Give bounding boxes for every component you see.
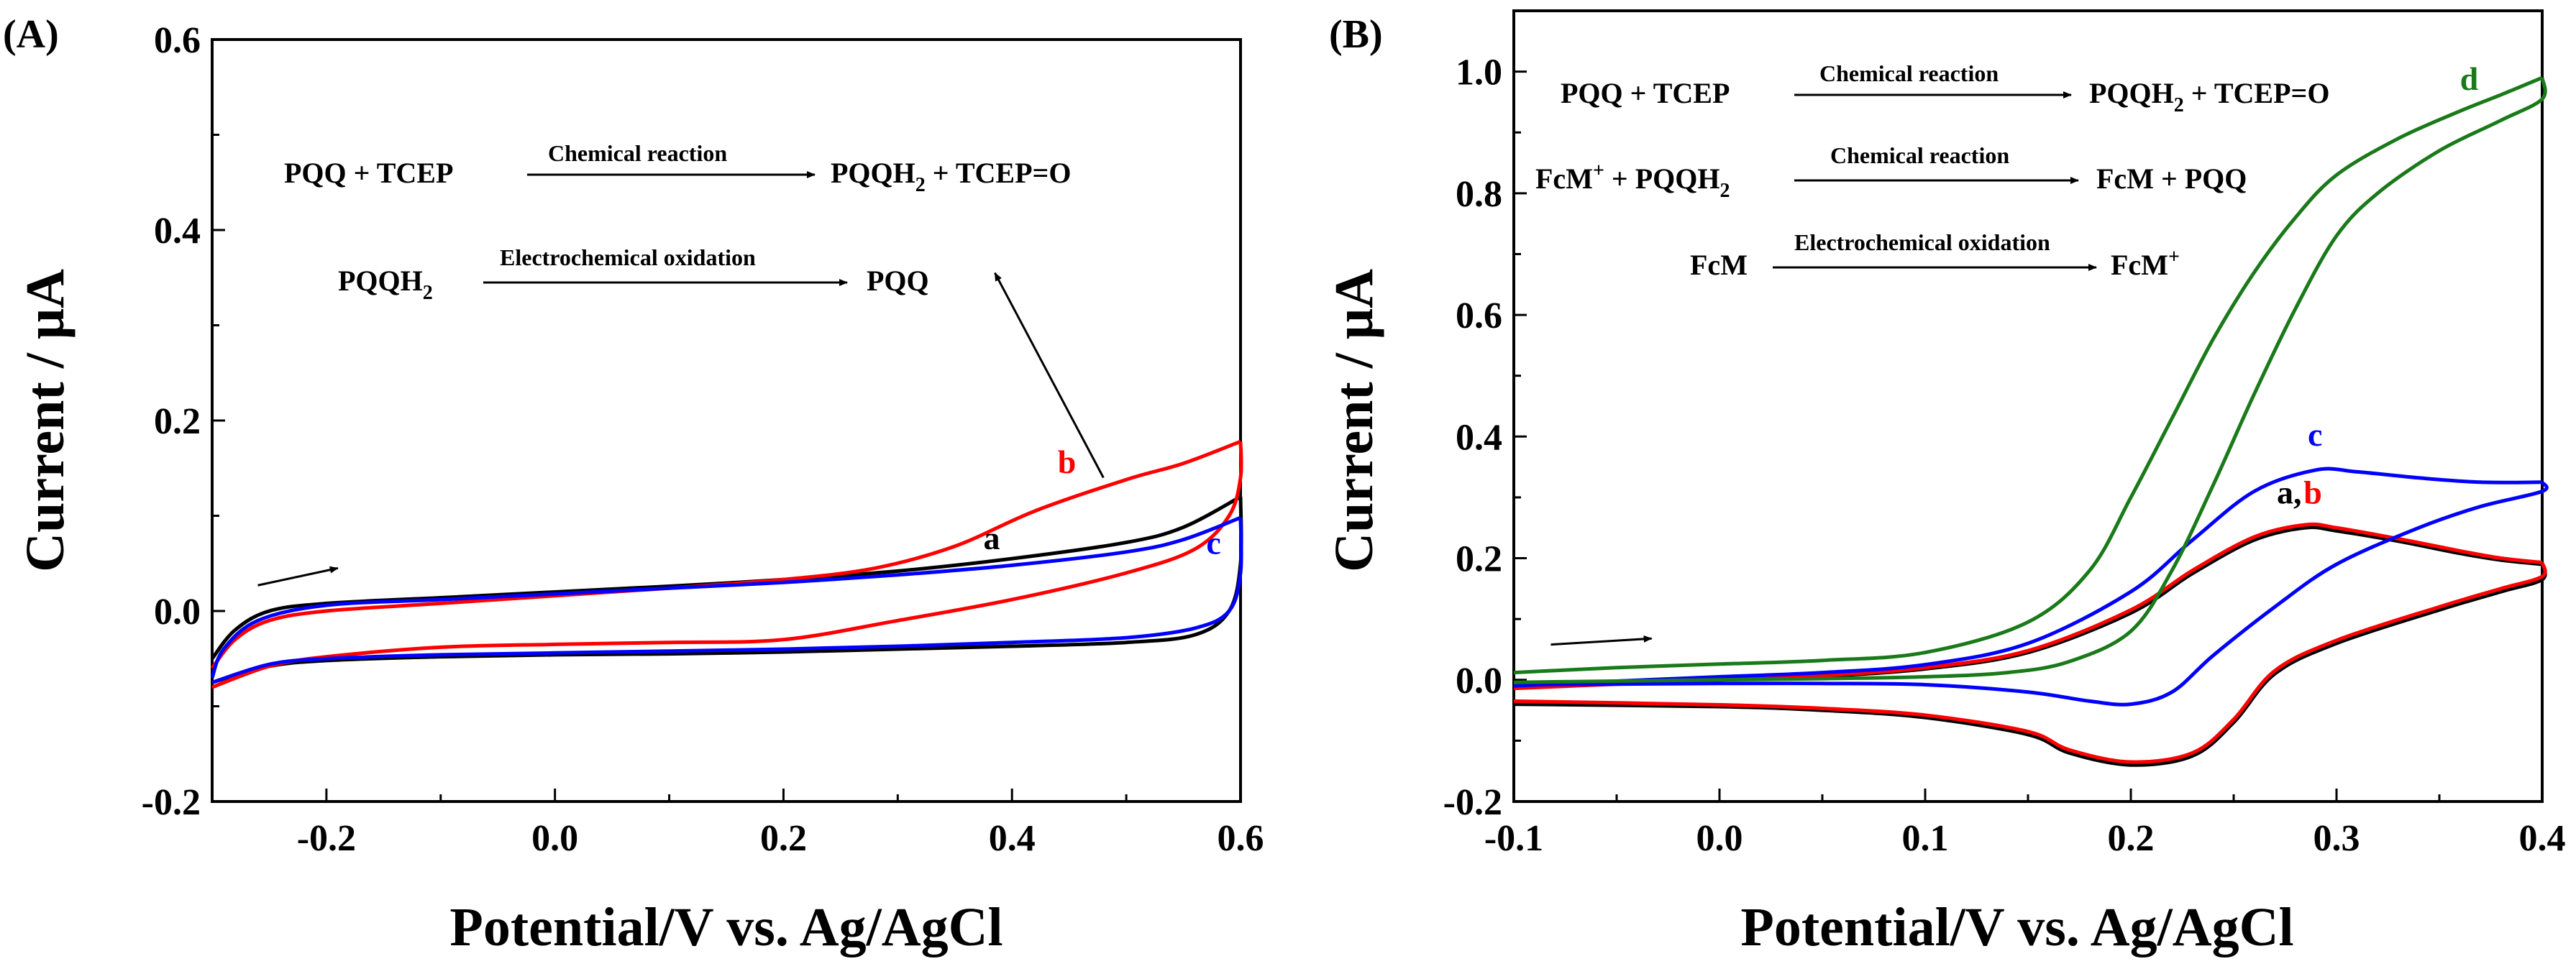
series-a xyxy=(1513,525,2547,767)
curve-label-b: b xyxy=(1058,444,1077,480)
eq-b1-left: PQQ + TCEP xyxy=(1561,77,1730,109)
curve-label-c: c xyxy=(2308,416,2322,453)
x-tick-label: -0.2 xyxy=(297,818,356,859)
panel-b-series xyxy=(1513,75,2549,767)
x-tick-label: 0.1 xyxy=(1902,818,1949,859)
series-b-forward-scan xyxy=(211,439,1241,670)
series-c-reverse-scan xyxy=(1513,481,2549,707)
eq-b2-right: FcM + PQQ xyxy=(2096,162,2247,195)
panel-a-label: (A) xyxy=(3,12,59,57)
series-c-reverse-scan xyxy=(211,518,1243,684)
series-c-forward-scan xyxy=(1513,467,2543,688)
y-tick-label: 0.2 xyxy=(154,401,201,442)
panel-b-equation-1: PQQ + TCEP Chemical reaction PQQH2 + TCE… xyxy=(1561,60,2329,116)
scan-direction-arrow xyxy=(1550,635,1653,646)
eq-a2-label: Electrochemical oxidation xyxy=(500,244,756,270)
panel-b-curve-labels: d ca, b xyxy=(2277,60,2479,510)
x-tick-label: 0.2 xyxy=(2108,818,2155,859)
series-a-forward-scan xyxy=(1513,525,2543,689)
series-a-forward-scan xyxy=(211,495,1242,660)
y-tick-label: 0.6 xyxy=(154,20,201,61)
eq-a2-right: PQQ xyxy=(867,265,929,297)
series-a-reverse-scan xyxy=(211,496,1243,684)
eq-b1-right: PQQH2 + TCEP=O xyxy=(2089,77,2329,116)
eq-a1-right: PQQH2 + TCEP=O xyxy=(831,157,1071,196)
eq-b3-label: Electrochemical oxidation xyxy=(1794,229,2050,255)
eq-b3-left: FcM xyxy=(1690,249,1748,281)
panel-b-x-ticks: -0.1 0.0 0.1 0.2 0.3 0.4 xyxy=(1484,789,2566,859)
scan-direction-arrow xyxy=(257,566,339,587)
y-tick-label: -0.2 xyxy=(1443,782,1502,823)
panel-b-label: (B) xyxy=(1329,12,1383,57)
y-tick-label: 0.4 xyxy=(1456,417,1502,458)
series-c xyxy=(210,515,1243,684)
x-tick-label: 0.3 xyxy=(2314,818,2360,859)
panel-b: (B) -0.1 0.0 0.1 0.2 0.3 0.4 -0.2 0.0 0.2 0.4 0.6… xyxy=(1324,9,2566,957)
panel-a-equation-1: PQQ + TCEP Chemical reaction PQQH2 + TCE… xyxy=(284,140,1071,196)
panel-a-arrows xyxy=(257,272,1105,587)
x-tick-label: 0.0 xyxy=(531,818,578,859)
panel-a-series xyxy=(210,439,1243,689)
y-tick-label: 1.0 xyxy=(1456,52,1502,93)
curve-label-a: a, xyxy=(2277,474,2302,510)
series-a xyxy=(211,495,1243,684)
curve-label-c: c xyxy=(1206,525,1220,561)
eq-b2-left: FcM+ + PQQH2 xyxy=(1535,160,1730,202)
x-tick-label: 0.0 xyxy=(1696,818,1743,859)
series-d-forward-scan xyxy=(1513,75,2543,675)
eq-b1-label: Chemical reaction xyxy=(1819,60,1999,86)
eq-b3-right: FcM+ xyxy=(2111,246,2180,281)
panel-b-arrows xyxy=(1550,635,1653,646)
eq-a2-left: PQQH2 xyxy=(338,265,433,304)
curve-label-d: d xyxy=(2460,60,2479,97)
panel-b-equation-3: FcM Electrochemical oxidation FcM+ xyxy=(1690,229,2180,281)
panel-a-y-ticks: -0.2 0.0 0.2 0.4 0.6 xyxy=(142,20,225,823)
eq-a1-label: Chemical reaction xyxy=(548,140,727,166)
panel-a-x-ticks: -0.2 0.0 0.2 0.4 0.6 xyxy=(297,789,1264,859)
x-tick-label: 0.2 xyxy=(760,818,807,859)
panel-b-y-axis-title: Current / μA xyxy=(1324,269,1384,572)
trend-arrow xyxy=(994,272,1105,479)
panel-b-x-axis-title: Potential/V vs. Ag/AgCl xyxy=(1740,897,2293,957)
x-tick-label: -0.1 xyxy=(1484,818,1543,859)
y-tick-label: -0.2 xyxy=(142,782,201,823)
y-tick-label: 0.0 xyxy=(1456,661,1502,702)
panel-a-x-axis-title: Potential/V vs. Ag/AgCl xyxy=(449,897,1002,957)
series-c-forward-scan xyxy=(210,515,1241,679)
eq-a1-left: PQQ + TCEP xyxy=(284,157,453,189)
series-d xyxy=(1513,75,2547,684)
y-tick-label: 0.4 xyxy=(154,211,201,252)
y-tick-label: 0.0 xyxy=(154,592,201,633)
curve-label-b: b xyxy=(2303,474,2322,510)
y-tick-label: 0.2 xyxy=(1456,539,1502,580)
series-d-reverse-scan xyxy=(1513,77,2547,684)
eq-b2-label: Chemical reaction xyxy=(1830,142,2009,168)
series-b-reverse-scan xyxy=(1513,561,2547,764)
panel-a-y-axis-title: Current / μA xyxy=(15,269,76,572)
panel-a: (A) -0.2 0.0 0.2 0.4 0.6 -0.2 0.0 0.2 0.4 0.6 a b… xyxy=(3,12,1264,957)
panel-b-equation-2: FcM+ + PQQH2 Chemical reaction FcM + PQQ xyxy=(1535,142,2247,202)
y-tick-label: 0.8 xyxy=(1456,174,1502,215)
panel-a-curve-labels: a b c xyxy=(984,444,1221,561)
x-tick-label: 0.4 xyxy=(989,818,1036,859)
series-b-reverse-scan xyxy=(211,441,1243,689)
panel-a-equation-2: PQQH2 Electrochemical oxidation PQQ xyxy=(338,244,929,304)
x-tick-label: 0.4 xyxy=(2519,818,2566,859)
series-b-forward-scan xyxy=(1513,522,2543,691)
x-tick-label: 0.6 xyxy=(1218,818,1264,859)
series-c xyxy=(1513,467,2549,707)
panel-b-y-ticks: -0.2 0.0 0.2 0.4 0.6 0.8 1.0 xyxy=(1443,9,1527,823)
curve-label-a: a xyxy=(984,520,1000,556)
y-tick-label: 0.6 xyxy=(1456,295,1502,336)
